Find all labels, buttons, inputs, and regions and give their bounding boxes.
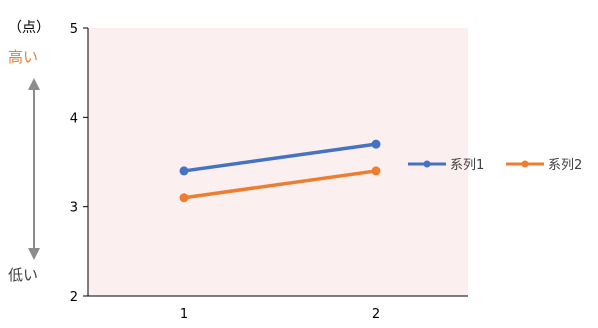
y-ticks: 2 3 4 5: [70, 22, 88, 305]
series-point-1: [179, 166, 189, 176]
legend-label-2: 系列2: [548, 158, 582, 173]
y-tick-label: 4: [70, 111, 78, 126]
y-tick-label: 2: [70, 290, 78, 305]
high-low-arrow: [28, 78, 40, 260]
x-tick-label: 2: [372, 307, 380, 322]
annotation-high: 高い: [8, 48, 38, 66]
x-tick-label: 1: [180, 307, 188, 322]
series-line-1: [182, 142, 378, 173]
annotation-low: 低い: [8, 266, 38, 284]
y-tick-label: 5: [70, 22, 78, 37]
series-point-2: [371, 166, 381, 176]
series-line-2: [182, 169, 378, 200]
legend-marker-1: [423, 160, 431, 168]
plot-area: [88, 28, 468, 296]
legend: 系列1 系列2: [408, 158, 582, 173]
arrow-head-down: [28, 248, 40, 260]
legend-marker-2: [521, 160, 529, 168]
arrow-head-up: [28, 78, 40, 90]
y-unit-label: （点）: [8, 20, 50, 36]
legend-label-1: 系列1: [450, 158, 484, 173]
series-point-1: [371, 139, 381, 149]
y-tick-label: 3: [70, 201, 78, 216]
series-layer: [179, 139, 381, 203]
series-point-2: [179, 193, 189, 203]
